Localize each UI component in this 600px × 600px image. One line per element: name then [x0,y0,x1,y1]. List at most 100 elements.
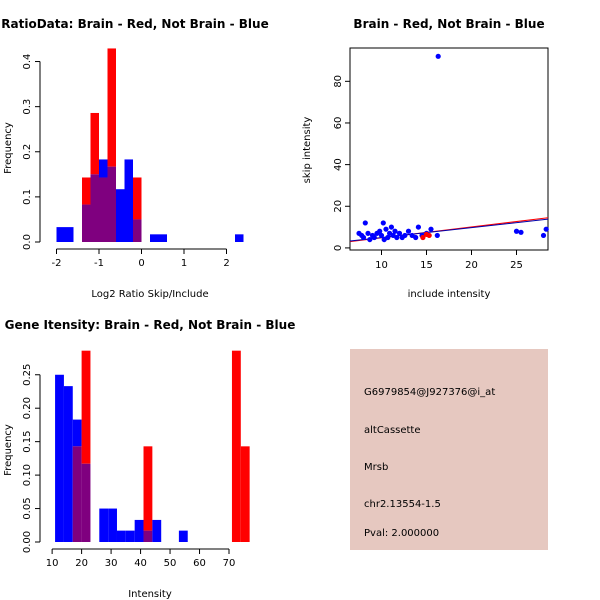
gene-x-tick-label: 50 [164,558,177,569]
intensity-scatter: Brain - Red, Not Brain - Blue 10 15 20 25 0 2… [302,17,549,300]
intensity-scatter-title: Brain - Red, Not Brain - Blue [353,17,544,31]
ratio-bar-not-brain [235,234,244,242]
ratio-bar-brain [133,177,142,220]
ratio-histogram: RatioData: Brain - Red, Not Brain - Blue… [1,17,268,300]
ratio-bar-overlap [90,174,99,242]
ratio-bar-overlap [107,166,116,242]
gene-intensity-histogram-xlabel: Intensity [128,589,172,600]
ratio-bar-not-brain [99,159,108,178]
genomic-location: chr2.13554-1.5 [364,499,441,510]
gene-y-tick-label: 0.05 [22,497,33,519]
scatter-point-not-brain [378,232,385,239]
ratio-y-tick-label: 0.3 [22,99,33,115]
scatter-point-not-brain [380,220,386,226]
gene-intensity-histogram-ylabel: Frequency [3,424,14,476]
gene-bar-not-brain [55,374,64,542]
ratio-y-tick-label: 0.0 [22,234,33,250]
ratio-histogram-ylabel: Frequency [3,122,14,174]
scatter-point-not-brain [415,224,421,230]
ratio-y-tick-label: 0.4 [22,54,33,70]
scatter-y-tick-label: 80 [333,75,344,88]
gene-bar-not-brain [134,519,144,542]
event-type: altCassette [364,425,421,436]
gene-bar-not-brain [152,519,162,542]
scatter-point-not-brain [435,53,441,59]
scatter-y-tick-label: 0 [333,245,344,251]
gene-intensity-histogram-axes: 10 20 30 40 50 60 70 0.00 0.05 0.10 0.15 0.20 0.25 [22,364,235,569]
scatter-point-not-brain [513,228,520,234]
ratio-bar-brain [90,112,99,175]
ratio-histogram-axes: -2 -1 0 1 2 0.0 0.1 0.2 0.3 0.4 [22,54,230,269]
gene-y-tick-label: 0.00 [22,531,33,553]
intensity-scatter-points [356,53,549,243]
ratio-histogram-xlabel: Log2 Ratio Skip/Include [91,289,208,300]
ratio-bar-not-brain [158,234,167,242]
ratio-bar-not-brain [56,227,65,242]
gene-bar-brain [81,350,91,464]
gene-bar-brain [143,446,153,531]
ratio-histogram-title: RatioData: Brain - Red, Not Brain - Blue [1,17,268,31]
ratio-bar-not-brain [150,234,159,242]
scatter-x-tick-label: 15 [420,260,433,271]
ratio-x-tick-label: -2 [52,258,62,269]
gene-x-tick-label: 40 [134,558,147,569]
intensity-scatter-box [349,47,549,251]
gene-name: Mrsb [364,462,388,473]
info-panel-background [350,349,548,550]
gene-y-tick-label: 0.20 [22,397,33,419]
gene-bar-not-brain [72,419,82,447]
gene-bar-not-brain [108,508,117,542]
gene-bar-not-brain [99,508,109,542]
scatter-point-not-brain [540,232,547,239]
ratio-x-tick-label: 2 [223,258,229,269]
ratio-y-tick-label: 0.2 [22,144,33,160]
gene-bar-overlap [81,463,91,542]
scatter-point-not-brain [367,236,373,243]
scatter-point-not-brain [428,226,434,232]
gene-intensity-histogram-bars [55,350,250,542]
ratio-bar-overlap [133,219,142,242]
scatter-y-tick-label: 40 [333,158,344,171]
scatter-x-tick-label: 10 [375,260,388,271]
scatter-point-not-brain [405,228,412,234]
ratio-x-tick-label: 1 [181,258,187,269]
gene-bar-not-brain [116,530,126,542]
gene-bar-not-brain [178,530,188,542]
scatter-x-tick-label: 25 [510,260,523,271]
scatter-point-not-brain [365,230,371,236]
gene-bar-brain [240,446,250,542]
ratio-bar-overlap [82,204,91,242]
intensity-scatter-ylabel: skip intensity [302,117,313,184]
gene-bar-overlap [72,446,82,542]
gene-bar-not-brain [125,530,135,542]
pval-text: Pval: 2.000000 [364,528,439,539]
ratio-bar-not-brain [65,227,74,242]
scatter-point-not-brain [413,234,419,241]
scatter-point-not-brain [394,234,400,241]
gene-x-tick-label: 30 [105,558,118,569]
scatter-point-not-brain [383,226,389,232]
scatter-y-tick-label: 60 [333,117,344,130]
intensity-scatter-xlabel: include intensity [408,289,491,300]
gene-intensity-histogram: Gene Itensity: Brain - Red, Not Brain - … [3,318,295,600]
ratio-bar-not-brain [116,189,125,242]
gene-x-tick-label: 20 [75,558,88,569]
ratio-x-tick-label: -1 [94,258,104,269]
ratio-y-tick-label: 0.1 [22,189,33,205]
probe-id: G6979854@J927376@i_at [364,387,495,398]
ratio-bar-brain [107,48,116,167]
scatter-point-not-brain [402,232,408,239]
scatter-point-not-brain [543,226,549,232]
scatter-point-not-brain [371,234,377,241]
gene-bar-not-brain [63,386,73,542]
info-panel: G6979854@J927376@i_at altCassette Mrsb c… [350,349,548,550]
gene-y-tick-label: 0.25 [22,364,33,386]
gene-bar-overlap [143,530,153,542]
scatter-point-not-brain [396,230,403,236]
ratio-bar-not-brain [124,159,133,242]
gene-x-tick-label: 10 [46,558,59,569]
scatter-point-brain [426,232,432,239]
scatter-point-not-brain [362,220,368,226]
scatter-y-tick-label: 20 [333,200,344,213]
